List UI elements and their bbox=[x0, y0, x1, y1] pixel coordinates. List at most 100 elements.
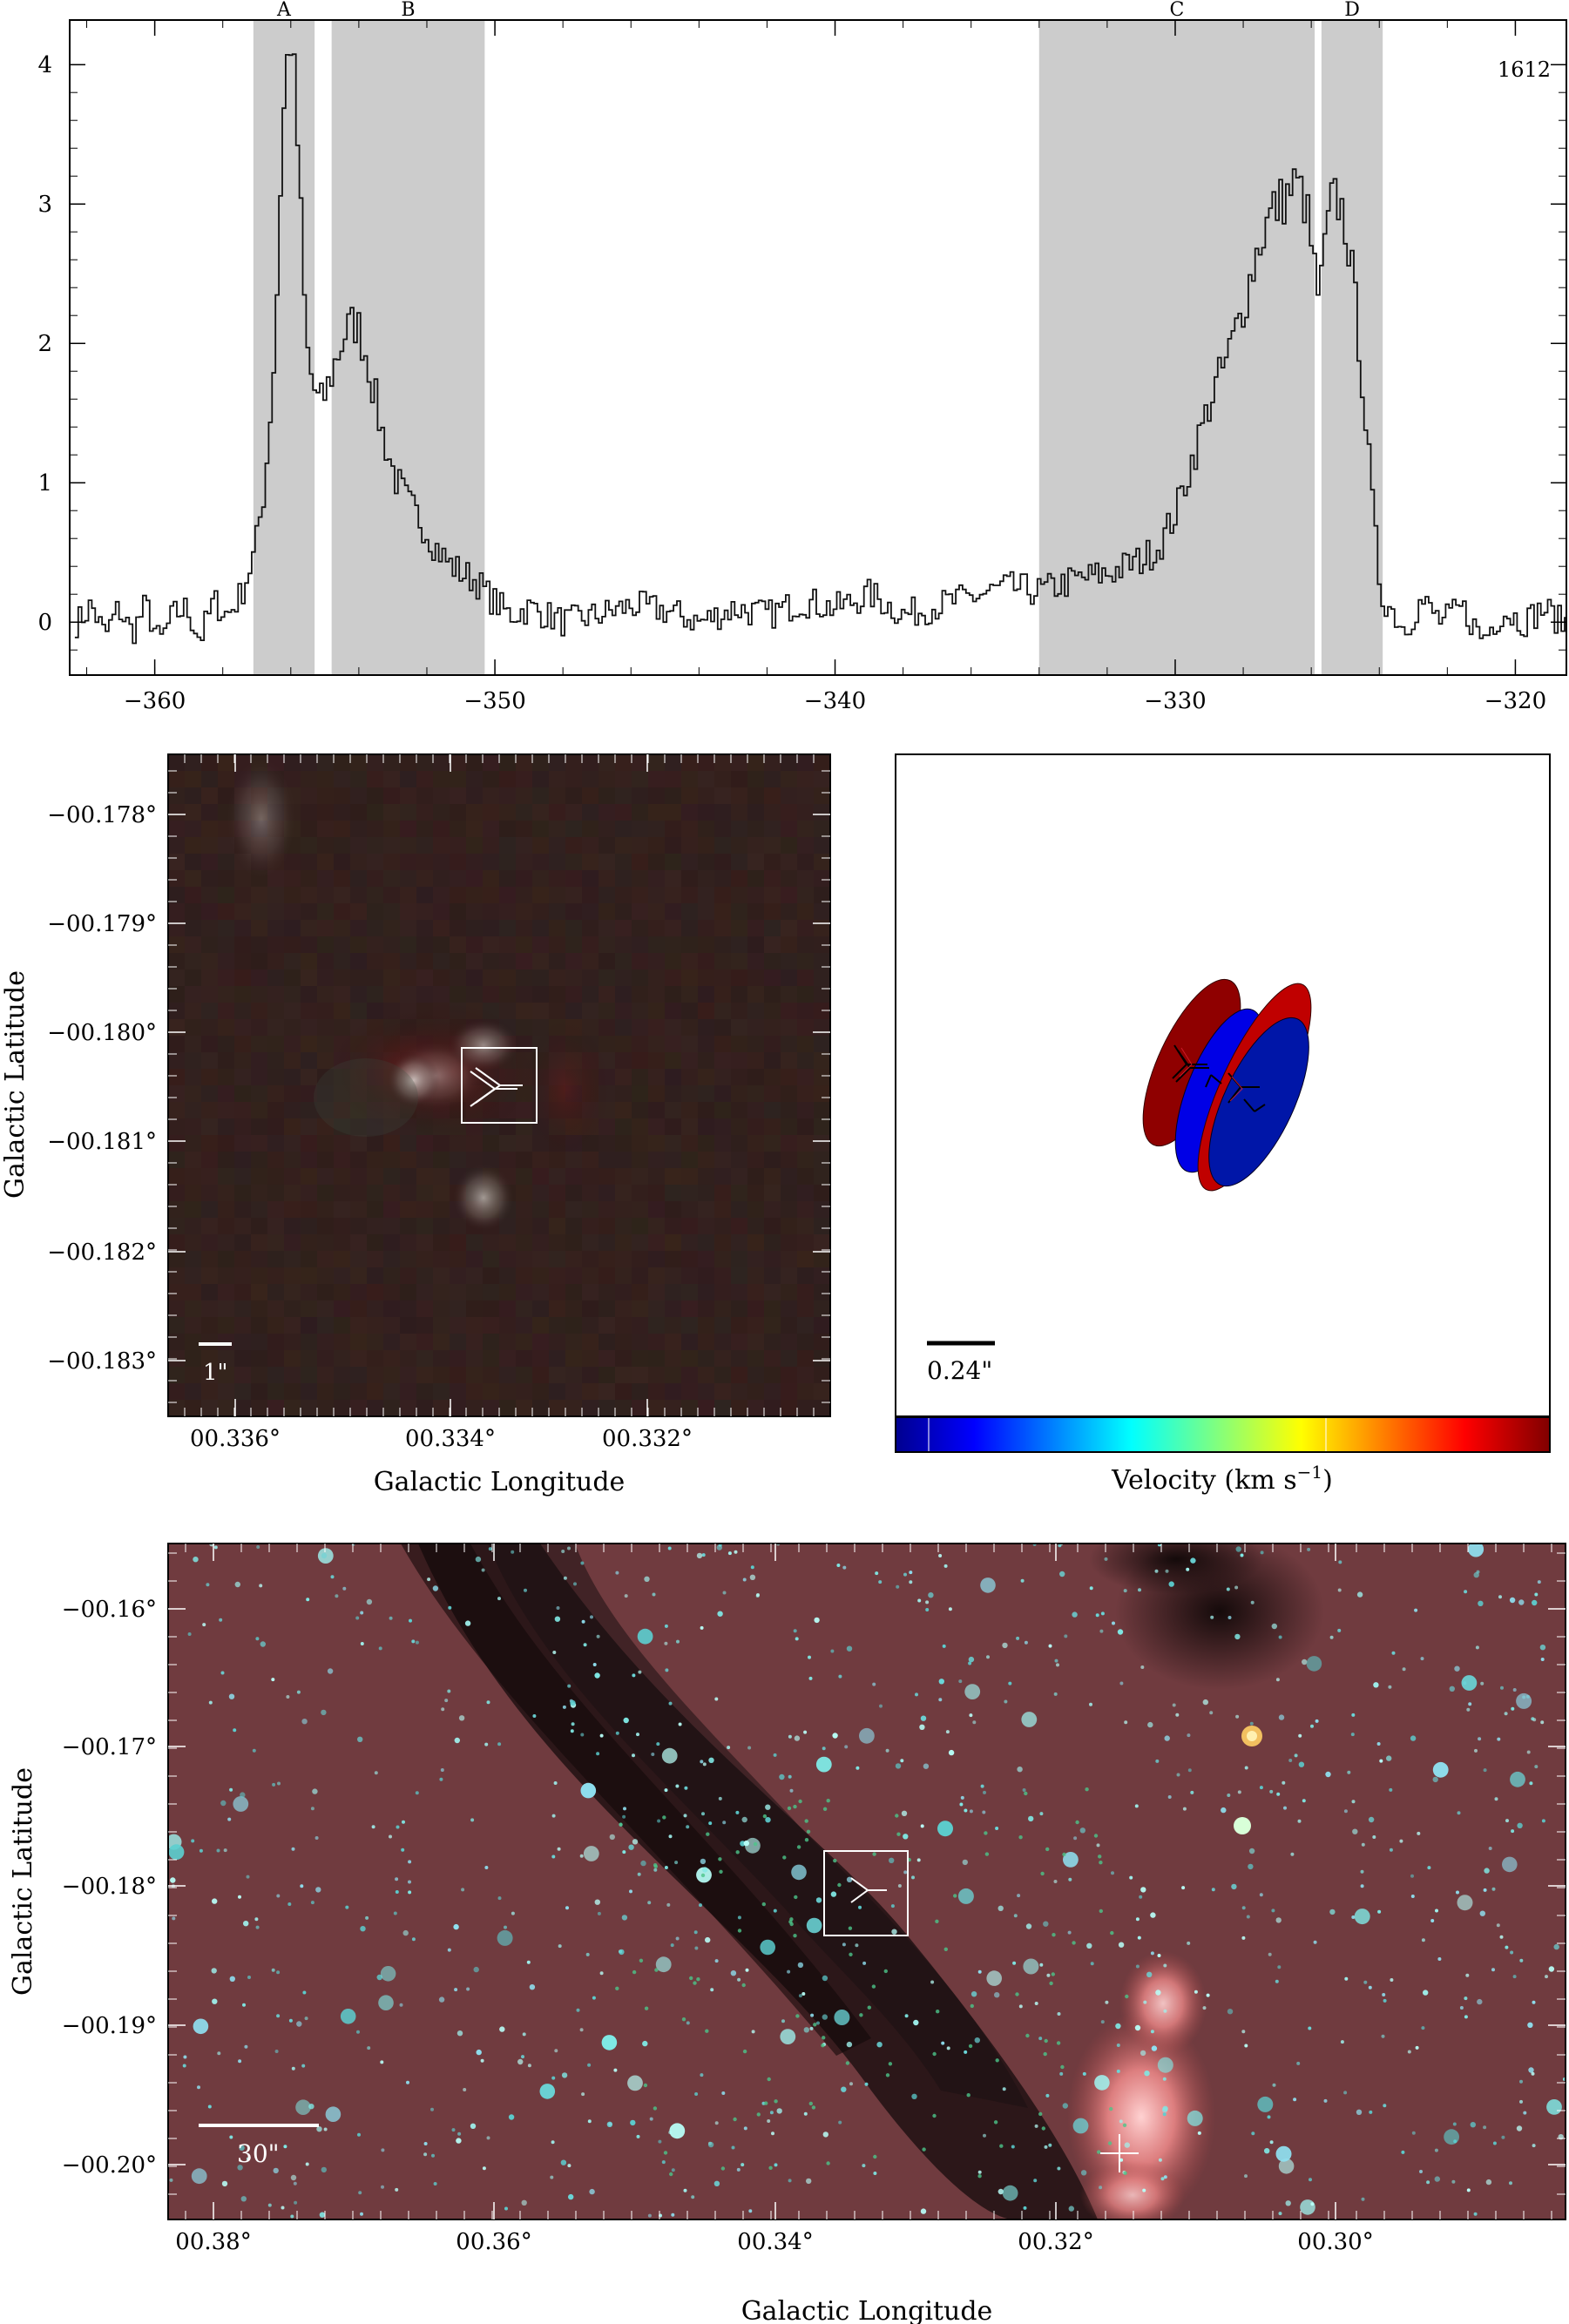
star bbox=[1275, 1979, 1279, 1983]
star bbox=[1067, 1930, 1072, 1935]
zoom-axis-tick-labels: 00.336° 00.334° 00.332°−00.178°−00.179°−00… bbox=[47, 802, 693, 1452]
image-pixel bbox=[532, 903, 549, 920]
star bbox=[615, 1731, 619, 1735]
image-pixel bbox=[383, 854, 400, 870]
star bbox=[1360, 1884, 1364, 1888]
image-pixel bbox=[201, 1218, 218, 1234]
image-pixel bbox=[367, 804, 383, 821]
image-pixel bbox=[383, 1400, 400, 1416]
image-pixel bbox=[168, 837, 185, 854]
star bbox=[844, 1745, 849, 1749]
star bbox=[855, 1943, 859, 1948]
image-pixel bbox=[251, 986, 267, 1003]
image-pixel bbox=[334, 1152, 350, 1168]
image-pixel bbox=[483, 1251, 499, 1267]
image-pixel bbox=[234, 1185, 251, 1201]
image-pixel bbox=[168, 1218, 185, 1234]
star bbox=[340, 2009, 356, 2024]
star bbox=[745, 1837, 761, 1854]
star bbox=[1025, 2033, 1030, 2038]
image-pixel bbox=[317, 1267, 334, 1284]
image-pixel bbox=[234, 1234, 251, 1251]
star bbox=[1459, 2006, 1464, 2010]
image-pixel bbox=[334, 1118, 350, 1135]
image-pixel bbox=[565, 1383, 582, 1400]
star bbox=[1517, 1822, 1523, 1828]
star bbox=[1293, 2098, 1297, 2102]
star bbox=[834, 2010, 850, 2025]
image-pixel bbox=[731, 1383, 747, 1400]
image-pixel bbox=[731, 754, 747, 771]
image-pixel bbox=[168, 771, 185, 787]
image-pixel bbox=[764, 1003, 781, 1019]
star bbox=[1516, 1692, 1532, 1709]
star bbox=[374, 1771, 378, 1775]
image-pixel bbox=[185, 787, 201, 804]
image-pixel bbox=[499, 1317, 516, 1334]
star bbox=[801, 1992, 806, 1996]
image-pixel bbox=[516, 1267, 532, 1284]
star bbox=[1018, 2004, 1023, 2009]
image-pixel bbox=[168, 1284, 185, 1300]
star bbox=[958, 1679, 963, 1684]
image-pixel bbox=[251, 1300, 267, 1317]
star bbox=[1163, 2009, 1167, 2013]
star bbox=[622, 1850, 626, 1854]
image-pixel bbox=[201, 1234, 218, 1251]
image-pixel bbox=[714, 1069, 731, 1085]
image-pixel bbox=[731, 1267, 747, 1284]
star bbox=[197, 2085, 200, 2090]
image-pixel bbox=[615, 1019, 632, 1036]
star bbox=[941, 2041, 945, 2045]
star bbox=[1474, 1748, 1478, 1753]
star bbox=[1483, 1888, 1487, 1892]
star bbox=[833, 1858, 837, 1863]
image-pixel bbox=[383, 1317, 400, 1334]
star bbox=[977, 2170, 982, 2174]
star bbox=[663, 2151, 668, 2155]
image-pixel bbox=[648, 1201, 665, 1218]
star bbox=[433, 2182, 437, 2186]
shaded-region-c bbox=[1038, 20, 1315, 675]
image-pixel bbox=[731, 1334, 747, 1350]
star bbox=[794, 1895, 798, 1900]
star bbox=[930, 1980, 935, 1984]
star bbox=[689, 1976, 693, 1981]
image-pixel bbox=[499, 854, 516, 870]
image-pixel bbox=[747, 986, 764, 1003]
star bbox=[396, 1825, 400, 1829]
image-pixel bbox=[582, 1300, 599, 1317]
image-pixel bbox=[334, 1383, 350, 1400]
star bbox=[1057, 2012, 1061, 2016]
star bbox=[570, 1729, 574, 1733]
image-pixel bbox=[731, 969, 747, 986]
image-pixel bbox=[665, 804, 681, 821]
image-pixel bbox=[416, 1135, 433, 1152]
star bbox=[423, 2142, 428, 2145]
image-pixel bbox=[234, 1400, 251, 1416]
star bbox=[1483, 2125, 1487, 2130]
image-pixel bbox=[400, 1267, 416, 1284]
star bbox=[765, 1804, 771, 1810]
star bbox=[1167, 1795, 1172, 1799]
star bbox=[1163, 2175, 1167, 2179]
star bbox=[240, 2196, 247, 2202]
image-pixel bbox=[334, 1267, 350, 1284]
image-pixel bbox=[714, 1003, 731, 1019]
star bbox=[1250, 1600, 1255, 1605]
star bbox=[1107, 2141, 1113, 2145]
y-tick-label: −00.17° bbox=[62, 1734, 157, 1760]
image-pixel bbox=[681, 1201, 698, 1218]
image-pixel bbox=[334, 1251, 350, 1267]
shaded-region-b bbox=[331, 20, 485, 675]
image-pixel bbox=[433, 1168, 450, 1185]
star bbox=[1251, 2131, 1255, 2136]
image-pixel bbox=[218, 1003, 234, 1019]
image-pixel bbox=[284, 754, 301, 771]
star bbox=[743, 2126, 747, 2131]
image-pixel bbox=[350, 1350, 367, 1367]
star bbox=[986, 1970, 1002, 1986]
image-pixel bbox=[185, 1168, 201, 1185]
star bbox=[811, 2105, 816, 2110]
